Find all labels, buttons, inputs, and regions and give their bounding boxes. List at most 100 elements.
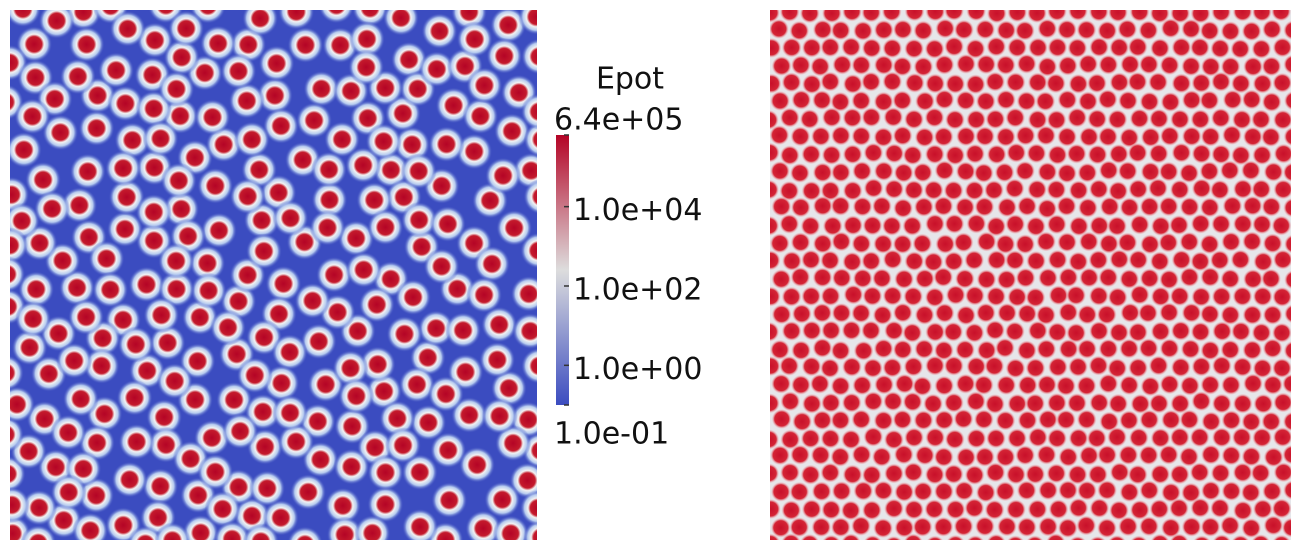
- particle: [1027, 109, 1048, 130]
- particle: [1005, 250, 1025, 270]
- particle: [842, 357, 862, 377]
- particle: [1272, 534, 1291, 540]
- particle: [1067, 38, 1088, 58]
- particle: [427, 376, 464, 412]
- particle: [1283, 20, 1291, 40]
- particle: [1079, 231, 1099, 252]
- particle: [842, 464, 863, 485]
- particle: [926, 535, 944, 540]
- particle: [1179, 446, 1199, 467]
- particle: [882, 357, 903, 378]
- particle: [966, 391, 986, 412]
- particle: [1170, 393, 1190, 414]
- particle: [902, 145, 923, 165]
- particle: [1220, 339, 1241, 360]
- particle: [975, 447, 995, 467]
- particle: [946, 535, 965, 540]
- particle: [1036, 305, 1056, 325]
- particle: [791, 90, 812, 110]
- particle: [278, 10, 315, 30]
- particle: [25, 161, 62, 198]
- particle: [987, 10, 1007, 24]
- particle: [953, 232, 974, 253]
- particle: [893, 198, 913, 218]
- particle: [303, 70, 340, 107]
- particle: [841, 392, 862, 413]
- particle: [1181, 126, 1202, 147]
- particle: [1057, 163, 1077, 184]
- particle: [345, 251, 382, 288]
- particle: [1015, 234, 1035, 254]
- particle: [892, 90, 913, 111]
- particle: [966, 10, 986, 21]
- particle: [1015, 20, 1035, 41]
- particle: [1109, 37, 1129, 58]
- particle: [1201, 480, 1221, 501]
- particle: [1138, 445, 1159, 466]
- particle: [1211, 214, 1231, 234]
- particle: [1242, 340, 1263, 360]
- particle: [117, 326, 154, 363]
- particle: [114, 122, 151, 159]
- particle: [771, 517, 791, 538]
- particle: [1097, 480, 1117, 500]
- particle: [1089, 498, 1110, 518]
- particle: [326, 516, 363, 540]
- particle: [456, 21, 493, 58]
- particle: [1150, 428, 1171, 448]
- particle: [1170, 427, 1190, 448]
- particle: [1109, 144, 1129, 164]
- particle: [190, 272, 227, 309]
- particle: [98, 52, 135, 89]
- particle: [236, 357, 273, 394]
- particle: [1107, 427, 1127, 447]
- particle: [1200, 340, 1221, 361]
- particle: [1210, 463, 1231, 483]
- particle: [843, 74, 863, 94]
- particle: [163, 39, 200, 76]
- particle: [955, 197, 975, 217]
- particle: [1048, 285, 1069, 306]
- particle: [1119, 338, 1139, 359]
- particle: [770, 216, 780, 236]
- particle: [168, 10, 205, 47]
- particle: [770, 10, 780, 23]
- particle: [1130, 500, 1150, 520]
- particle: [781, 500, 802, 520]
- particle: [1016, 480, 1037, 501]
- particle: [1263, 447, 1284, 468]
- particle: [1140, 127, 1161, 147]
- particle: [1047, 428, 1067, 449]
- particle: [1036, 125, 1056, 146]
- particle: [1046, 179, 1067, 200]
- particle: [1222, 89, 1243, 110]
- particle: [801, 499, 822, 519]
- particle: [905, 73, 925, 93]
- particle: [1232, 10, 1253, 22]
- particle: [189, 245, 226, 282]
- particle: [1180, 339, 1201, 359]
- particle: [830, 92, 851, 112]
- particle: [831, 303, 852, 323]
- particle: [15, 300, 52, 337]
- particle: [332, 350, 369, 387]
- particle: [830, 447, 851, 467]
- particle: [1262, 19, 1282, 40]
- particle: [1232, 393, 1253, 414]
- particle: [914, 127, 935, 148]
- particle: [944, 251, 964, 272]
- particle: [521, 348, 537, 384]
- particle: [1251, 322, 1272, 343]
- particle: [791, 375, 811, 395]
- particle: [934, 340, 954, 361]
- particle: [401, 201, 438, 238]
- particle: [481, 306, 518, 343]
- particle: [1068, 180, 1089, 201]
- particle: [770, 429, 779, 450]
- particle: [945, 109, 965, 130]
- particle: [10, 131, 42, 168]
- particle: [892, 125, 913, 146]
- particle: [935, 18, 955, 39]
- particle: [770, 463, 779, 484]
- particle: [1159, 269, 1179, 290]
